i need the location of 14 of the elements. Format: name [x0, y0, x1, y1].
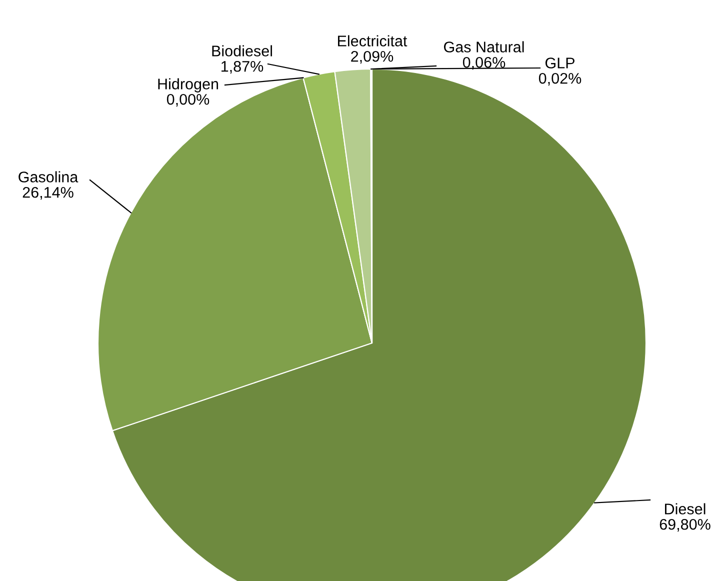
text: 0,00% — [166, 94, 210, 107]
slice-label: Diesel — [665, 503, 706, 514]
slice-label: Gasolina — [18, 171, 78, 182]
slice-label: GLP — [545, 58, 574, 68]
data-label: 26,14% — [22, 186, 74, 200]
data-label: 69,80% — [660, 518, 710, 532]
data-label: 1,87% — [222, 60, 264, 74]
data-label: 2,09% — [351, 50, 394, 64]
slice-label: Electricitat — [338, 35, 408, 46]
slice-label: Gas Natural — [444, 41, 524, 52]
data-label: 0,02% — [538, 72, 582, 86]
data-label: 0,06% — [462, 56, 506, 70]
category-label: Hidrogen — [158, 78, 218, 92]
slice-label: Biodiesel — [212, 45, 272, 56]
